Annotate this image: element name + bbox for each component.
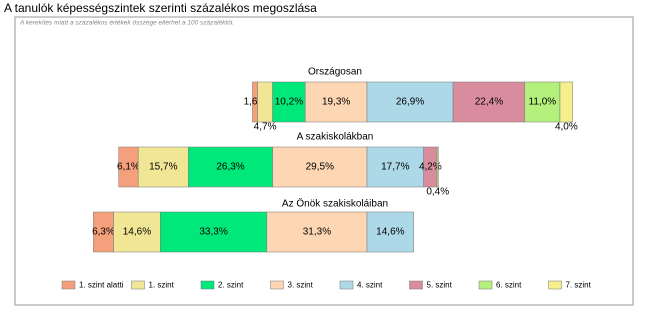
legend-swatch	[131, 280, 145, 290]
value-label: 1,6%	[244, 97, 267, 108]
value-label: 4,0%	[555, 122, 578, 133]
value-label: 10,2%	[275, 97, 303, 108]
bar-segment	[366, 146, 424, 188]
legend-swatch	[409, 280, 423, 290]
legend-swatch	[478, 280, 493, 290]
value-label: 29,5%	[306, 162, 334, 173]
bar-segment	[366, 81, 454, 123]
bar-segment	[524, 81, 561, 123]
value-label: 6,3%	[92, 227, 115, 238]
bar-segment	[266, 211, 368, 253]
value-label: 4,7%	[254, 122, 277, 133]
value-label: 6,1%	[117, 162, 140, 173]
bar-segment	[137, 146, 189, 188]
legend-swatch	[339, 280, 354, 290]
value-label: 0,4%	[426, 187, 449, 198]
legend-label: 6. szint	[496, 281, 522, 290]
legend-label: 1. szint	[149, 281, 175, 290]
value-label: 26,3%	[216, 162, 244, 173]
bar-segment	[366, 211, 414, 253]
bar-segment	[452, 81, 526, 123]
value-label: 14,6%	[376, 227, 404, 238]
legend-label: 2. szint	[218, 281, 244, 290]
frame	[14, 16, 634, 306]
group-label: Országosan	[308, 67, 362, 78]
bar-segment	[559, 81, 574, 123]
legend-label: 7. szint	[566, 281, 592, 290]
value-label: 14,6%	[123, 227, 151, 238]
value-label: 31,3%	[303, 227, 331, 238]
value-label: 22,4%	[475, 97, 503, 108]
bar-segment	[436, 146, 439, 188]
bar-segment	[257, 81, 273, 123]
value-label: 26,9%	[396, 97, 424, 108]
legend-swatch	[270, 280, 284, 290]
legend-swatch	[61, 280, 76, 290]
value-label: 19,3%	[322, 97, 350, 108]
group-label: A szakiskolákban	[297, 132, 374, 143]
legend-label: 5. szint	[427, 281, 453, 290]
bar-segment	[160, 211, 268, 253]
legend-label: 1. szint alatti	[79, 281, 124, 290]
value-label: 15,7%	[149, 162, 177, 173]
legend-swatch	[200, 280, 215, 290]
value-label: 11,0%	[529, 97, 557, 108]
bar-segment	[272, 81, 306, 123]
value-label: 4,2%	[419, 162, 442, 173]
value-label: 17,7%	[381, 162, 409, 173]
chart-title: A tanulók képességszintek szerinti száza…	[4, 1, 317, 15]
value-label: 33,3%	[199, 227, 227, 238]
legend-swatch	[548, 280, 562, 290]
bar-segment	[113, 211, 161, 253]
bar-segment	[188, 146, 273, 188]
legend-label: 4. szint	[357, 281, 383, 290]
legend-label: 3. szint	[288, 281, 314, 290]
chart-note: A kerekítés miatt a százalékos értékek ö…	[19, 20, 234, 27]
bar-segment	[272, 146, 368, 188]
group-label: Az Önök szakiskoláiban	[282, 198, 388, 210]
